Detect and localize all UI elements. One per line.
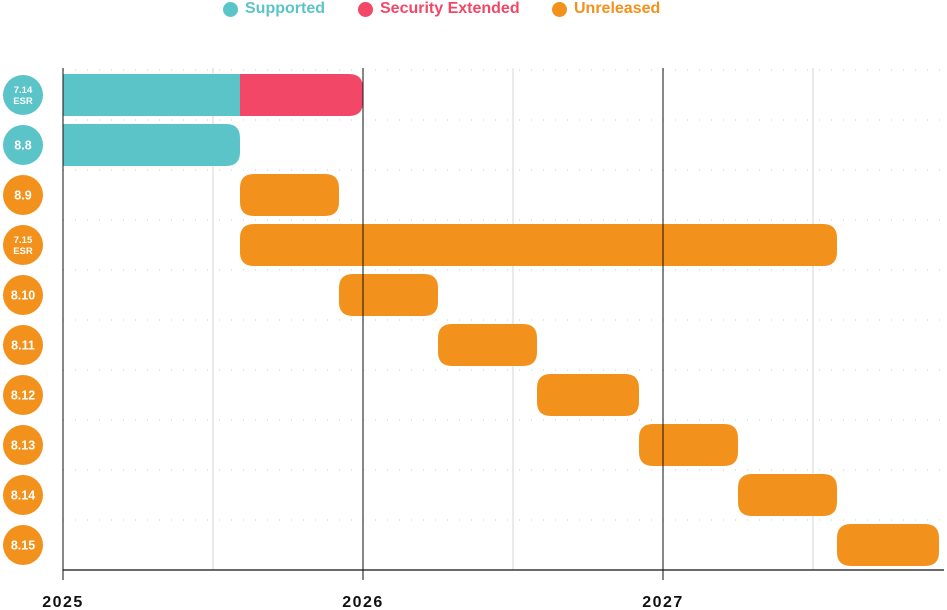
version-badge: 8.12 <box>3 375 43 415</box>
version-badge: 8.15 <box>3 525 43 565</box>
bar-unreleased <box>339 274 438 316</box>
legend-item-unreleased: Unreleased <box>552 0 660 18</box>
legend: Supported Security Extended Unreleased <box>0 0 947 22</box>
row-bars <box>339 274 438 316</box>
version-label: 8.11 <box>11 339 35 353</box>
legend-label-unreleased: Unreleased <box>574 0 661 17</box>
legend-swatch-security-extended <box>358 1 373 17</box>
bar-security <box>240 74 363 116</box>
version-label: 8.15 <box>11 539 35 553</box>
version-badge: 8.13 <box>3 425 43 465</box>
version-badge: 8.8 <box>3 125 43 165</box>
bar-unreleased <box>438 324 537 366</box>
x-tick-label: 2027 <box>642 594 684 610</box>
legend-item-supported: Supported <box>223 0 325 18</box>
version-badge-circle <box>3 525 43 565</box>
row-bars <box>63 74 363 116</box>
version-badge: 8.9 <box>3 175 43 215</box>
legend-swatch-unreleased <box>552 1 567 17</box>
bar-unreleased <box>738 474 837 516</box>
row-bars <box>63 124 240 166</box>
version-label: 8.8 <box>14 139 31 153</box>
bar-unreleased <box>240 224 837 266</box>
version-label: 7.14 <box>14 85 33 96</box>
row-bars <box>537 374 639 416</box>
version-label: 8.9 <box>14 189 31 203</box>
row-bars <box>438 324 537 366</box>
version-badge-circle <box>3 325 43 365</box>
version-label: 8.12 <box>11 389 35 403</box>
version-badge: 8.11 <box>3 325 43 365</box>
version-label: 8.10 <box>11 289 35 303</box>
x-tick-label: 2026 <box>342 594 384 610</box>
row-bars <box>240 174 339 216</box>
legend-label-security-extended: Security Extended <box>380 0 520 17</box>
version-badge-circle <box>3 75 43 115</box>
row-bars <box>240 224 837 266</box>
row-bars <box>639 424 738 466</box>
bar-unreleased <box>837 524 939 566</box>
bar-supported <box>63 124 240 166</box>
bar-unreleased <box>537 374 639 416</box>
row-bars <box>738 474 837 516</box>
version-badge: 8.10 <box>3 275 43 315</box>
x-tick-label: 2025 <box>42 594 84 610</box>
version-label: 8.14 <box>11 489 35 503</box>
version-label: 7.15 <box>14 235 33 246</box>
legend-swatch-supported <box>223 1 238 17</box>
version-badge: 8.14 <box>3 475 43 515</box>
bar-unreleased <box>240 174 339 216</box>
version-badge-circle <box>3 225 43 265</box>
version-badge-circle <box>3 125 43 165</box>
legend-label-supported: Supported <box>245 0 325 17</box>
version-badge-circle <box>3 175 43 215</box>
bar-supported <box>63 74 240 116</box>
version-label: 8.13 <box>11 439 35 453</box>
row-bars <box>837 524 939 566</box>
version-badge-circle <box>3 275 43 315</box>
version-badge-circle <box>3 475 43 515</box>
version-label: ESR <box>13 96 33 107</box>
legend-item-security-extended: Security Extended <box>358 0 520 18</box>
version-badge-circle <box>3 425 43 465</box>
bar-unreleased <box>639 424 738 466</box>
version-label: ESR <box>13 246 33 257</box>
version-badge-circle <box>3 375 43 415</box>
